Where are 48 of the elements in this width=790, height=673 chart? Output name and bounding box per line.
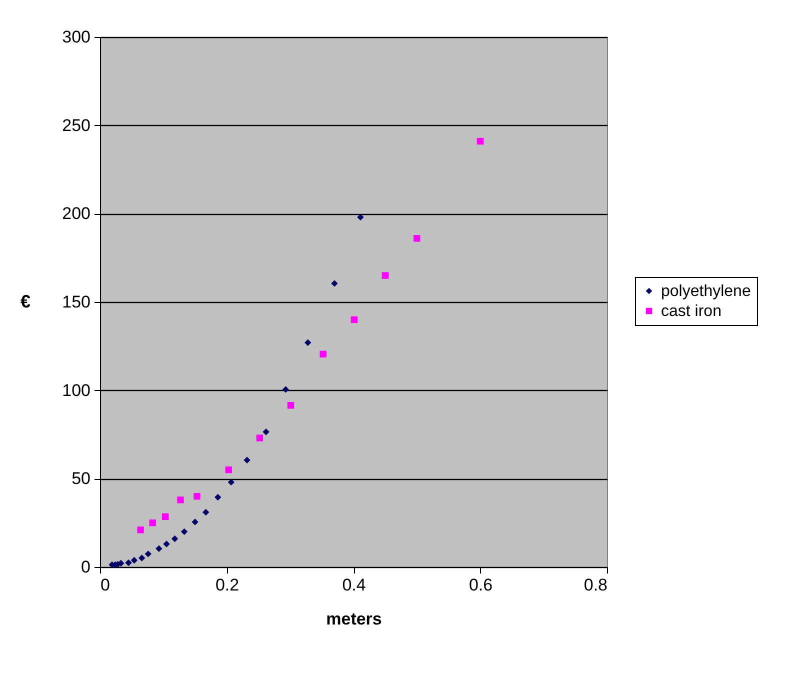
point	[130, 556, 138, 564]
y-tick-label: 50	[72, 469, 90, 488]
y-tick-label: 150	[62, 292, 90, 312]
x-tick-label: 0.8	[584, 576, 608, 594]
point	[163, 540, 170, 548]
point	[320, 350, 326, 358]
point	[476, 138, 484, 145]
y-tick-label: 200	[62, 204, 90, 224]
point	[228, 478, 235, 486]
y-tick-label: 300	[62, 28, 90, 46]
point	[177, 496, 184, 504]
point	[225, 466, 232, 474]
point	[180, 528, 188, 536]
point	[256, 434, 264, 442]
point	[162, 513, 169, 520]
point	[262, 428, 270, 436]
point	[125, 559, 132, 566]
point	[282, 386, 290, 393]
x-tick-label: 0	[100, 576, 110, 594]
x-axis-title: meters	[326, 610, 382, 628]
y-axis-title: €	[20, 292, 31, 312]
point	[118, 560, 124, 567]
point	[244, 456, 250, 464]
y-tick-label: 0	[81, 558, 90, 576]
point	[331, 280, 338, 287]
point	[137, 526, 144, 534]
point	[214, 494, 222, 501]
x-tick-label: 0.6	[468, 576, 493, 594]
point	[138, 554, 146, 562]
point	[192, 518, 198, 526]
point	[304, 339, 312, 346]
x-tick-label: 0.2	[215, 576, 240, 594]
point	[202, 508, 210, 516]
point	[414, 235, 420, 242]
y-tick-label: 100	[62, 380, 90, 400]
point	[382, 272, 389, 279]
point	[287, 402, 294, 409]
point	[357, 214, 364, 221]
point	[156, 545, 162, 552]
point	[144, 550, 152, 558]
y-tick-label: 250	[62, 116, 90, 135]
point	[350, 316, 358, 324]
point	[149, 519, 156, 526]
point	[171, 535, 178, 542]
legend-label: polyethylene	[661, 283, 751, 300]
x-tick-label: 0.4	[342, 576, 366, 594]
point	[194, 492, 200, 500]
legend-label: cast iron	[661, 303, 722, 320]
